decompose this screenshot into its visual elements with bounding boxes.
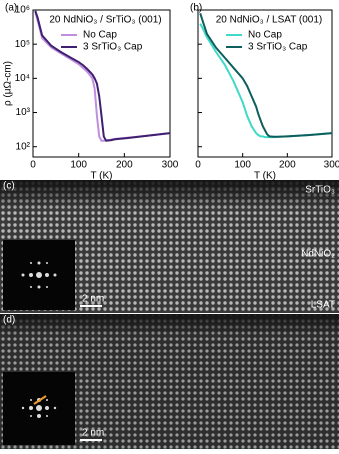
x-tick-label: 200 bbox=[279, 160, 296, 171]
y-tick-label: 10³ bbox=[16, 107, 31, 118]
y-tick-label: 10² bbox=[16, 141, 31, 152]
data-line bbox=[34, 10, 171, 142]
x-tick-label: 100 bbox=[234, 160, 251, 171]
y-axis-label: ρ (μΩ-cm) bbox=[3, 61, 14, 106]
panel-label: (d) bbox=[3, 315, 15, 326]
plot-frame bbox=[197, 9, 333, 158]
fft-spots bbox=[21, 261, 57, 289]
layer-label: NdNiO₂ bbox=[301, 249, 335, 260]
x-axis-label: T (K) bbox=[254, 171, 276, 182]
x-tick-label: 0 bbox=[195, 160, 201, 171]
scale-bar-label: 2 nm bbox=[82, 294, 104, 305]
chart-title: 20 NdNiO₃ / SrTiO₃ (001) bbox=[49, 15, 161, 26]
x-axis-label: T (K) bbox=[90, 171, 112, 182]
plot-frame bbox=[32, 9, 171, 158]
legend-label: No Cap bbox=[83, 30, 117, 41]
y-tick-label: 10⁶ bbox=[15, 5, 30, 16]
layer-label: SrTiO₃ bbox=[305, 185, 335, 196]
legend-label: 3 SrTiO₃ Cap bbox=[83, 42, 143, 53]
legend-label: No Cap bbox=[248, 30, 282, 41]
y-tick-label: 10⁴ bbox=[15, 73, 30, 84]
x-tick-label: 0 bbox=[30, 160, 36, 171]
x-tick-label: 300 bbox=[324, 160, 339, 171]
x-tick-label: 100 bbox=[70, 160, 87, 171]
y-tick-label: 10⁵ bbox=[15, 39, 30, 50]
panel-label: (b) bbox=[190, 3, 202, 14]
panel-label: (a) bbox=[5, 3, 17, 14]
chart-title: 20 NdNiO₃ / LSAT (001) bbox=[216, 15, 323, 26]
scale-bar-label: 2 nm bbox=[82, 428, 104, 439]
x-tick-label: 300 bbox=[162, 160, 179, 171]
x-tick-label: 200 bbox=[116, 160, 133, 171]
legend-label: 3 SrTiO₃ Cap bbox=[248, 42, 308, 53]
image-shade bbox=[0, 180, 339, 210]
arrow bbox=[33, 395, 47, 405]
layer-label: LSAT bbox=[311, 300, 335, 311]
data-line bbox=[199, 13, 333, 138]
panel-label: (c) bbox=[3, 181, 15, 192]
image-shade bbox=[0, 314, 339, 336]
